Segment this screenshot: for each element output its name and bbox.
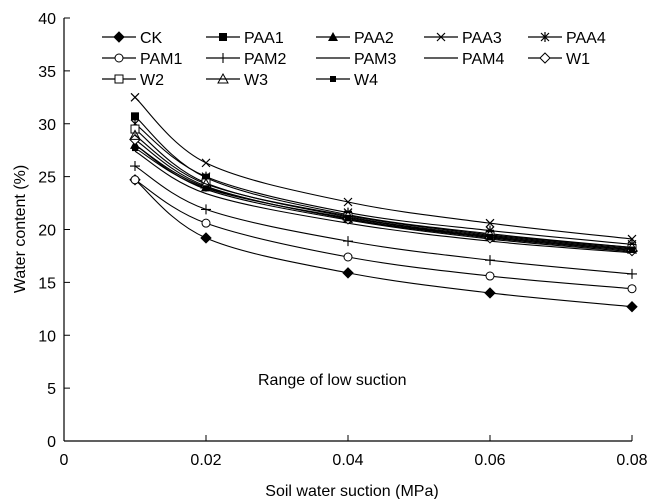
series-line-pam4 [134, 144, 633, 253]
data-point-pam1 [627, 284, 637, 294]
x-axis-title: Soil water suction (MPa) [265, 483, 438, 499]
legend-label: PAA4 [566, 30, 606, 47]
data-point-ck [342, 267, 354, 279]
x-tick-label: 0.08 [616, 452, 647, 469]
data-point-paa3 [130, 92, 140, 102]
y-tick-label: 30 [38, 117, 56, 134]
legend-marker [114, 74, 124, 84]
data-point-w4 [345, 214, 351, 221]
legend-label: PAA3 [462, 30, 502, 47]
x-tick-label: 0.04 [332, 452, 363, 469]
x-tick-label: 0.06 [474, 452, 505, 469]
data-point-w2 [130, 124, 140, 134]
y-tick-label: 25 [38, 170, 56, 187]
data-point-paa3 [485, 218, 495, 228]
legend-item-pam1: PAM1 [102, 51, 182, 68]
series-line-paa2 [134, 144, 633, 251]
legend-label: W2 [140, 72, 164, 89]
series-line-pam1 [134, 179, 633, 290]
data-point-w3 [129, 129, 141, 140]
data-point-pam2 [201, 204, 211, 215]
series-layer [129, 92, 638, 313]
legend-item-w4: W4 [316, 72, 378, 89]
legend-label: PAA2 [354, 30, 394, 47]
legend-marker [436, 32, 446, 42]
legend-label: W4 [354, 72, 378, 89]
legend-marker [113, 31, 125, 43]
y-tick-label: 0 [47, 434, 56, 451]
legend-label: W1 [566, 51, 590, 68]
legend-marker [328, 32, 338, 41]
series-line-w4 [134, 147, 633, 251]
legend-item-pam2: PAM2 [206, 51, 286, 68]
series-paa3 [130, 92, 637, 244]
y-tick-label: 35 [38, 64, 56, 81]
y-tick-label: 20 [38, 223, 56, 240]
data-point-paa3 [343, 197, 353, 207]
legend-label: W3 [244, 72, 268, 89]
legend-item-paa3: PAA3 [424, 30, 502, 47]
legend-item-w3: W3 [206, 72, 268, 89]
legend-item-paa2: PAA2 [316, 30, 394, 47]
data-point-pam1 [485, 271, 495, 281]
series-pam2 [130, 161, 637, 279]
x-tick-label: 0.02 [190, 452, 221, 469]
y-tick-label: 10 [38, 328, 56, 345]
legend-label: PAM3 [354, 51, 396, 68]
legend-item-pam4: PAM4 [424, 51, 504, 68]
legend-item-paa1: PAA1 [206, 30, 284, 47]
data-point-w4 [203, 185, 209, 192]
legend-label: PAM4 [462, 51, 504, 68]
legend-item-ck: CK [102, 30, 163, 47]
data-point-pam2 [130, 161, 140, 172]
data-point-ck [484, 287, 496, 299]
series-pam4 [134, 144, 633, 253]
y-axis-title: Water content (%) [12, 165, 29, 293]
legend-marker [114, 53, 124, 63]
legend-marker [218, 53, 228, 63]
series-pam1 [130, 175, 637, 294]
legend-marker [219, 33, 227, 41]
legend-label: PAM1 [140, 51, 182, 68]
legend-label: PAA1 [244, 30, 284, 47]
data-point-pam1 [201, 218, 211, 228]
legend-item-w1: W1 [528, 51, 590, 68]
legend-marker [540, 32, 550, 42]
data-point-ck [626, 300, 638, 313]
data-point-pam2 [627, 268, 637, 279]
legend-item-w2: W2 [102, 72, 164, 89]
data-point-pam2 [343, 236, 353, 247]
legend-label: PAM2 [244, 51, 286, 68]
annotation-text: Range of low suction [258, 372, 407, 389]
data-point-pam1 [130, 175, 140, 185]
data-point-w4 [487, 233, 493, 240]
legend-item-pam3: PAM3 [316, 51, 396, 68]
ticks: 0 0.02 0.04 0.06 0.08 0 5 10 15 20 25 30 35 40 [38, 11, 647, 469]
data-point-pam1 [343, 252, 353, 262]
series-ck [129, 174, 638, 313]
data-point-pam2 [485, 255, 495, 266]
legend: CK PAA1 PAA2 PAA3 PAA4 PAM1 PAM2 PAM3 PAM4 W1 W2 W3… [102, 30, 606, 89]
data-point-w4 [132, 145, 138, 152]
legend-marker [330, 76, 336, 82]
y-tick-label: 15 [38, 275, 56, 292]
data-point-w4 [629, 246, 635, 253]
legend-label: CK [140, 30, 163, 47]
legend-item-paa4: PAA4 [528, 30, 606, 47]
data-point-paa3 [201, 158, 211, 168]
y-tick-label: 40 [38, 11, 56, 28]
data-point-ck [200, 232, 212, 244]
x-tick-label: 0 [60, 452, 69, 469]
data-point-paa1 [131, 112, 139, 121]
y-tick-label: 5 [47, 381, 56, 398]
legend-marker [539, 52, 551, 64]
legend-marker [217, 72, 229, 84]
series-w4 [132, 145, 635, 253]
